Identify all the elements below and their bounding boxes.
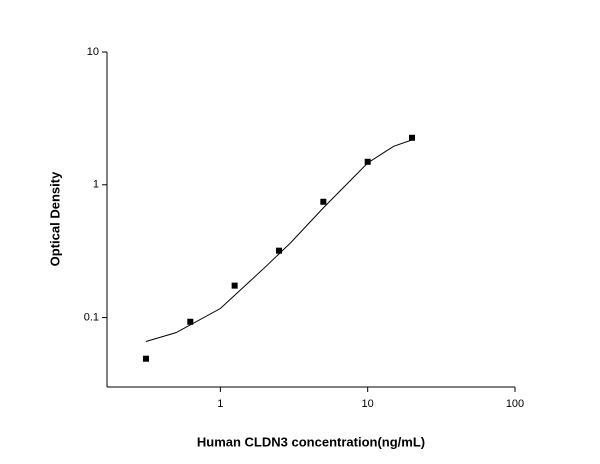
y-axis-label: Optical Density: [47, 171, 62, 266]
x-axis-label: Human CLDN3 concentration(ng/mL): [197, 434, 425, 449]
data-point: [275, 247, 282, 254]
y-tick-label: 10: [87, 46, 99, 58]
x-tick-label: 100: [506, 398, 524, 410]
y-tick-label: 1: [93, 179, 99, 191]
x-tick-label: 1: [217, 398, 223, 410]
data-point: [231, 282, 238, 289]
data-point: [187, 318, 194, 325]
data-point: [320, 198, 327, 205]
x-tick-label: 10: [362, 398, 374, 410]
data-point: [142, 355, 149, 362]
y-tick-label: 0.1: [84, 311, 99, 323]
data-point: [409, 134, 416, 141]
fit-curve: [145, 139, 413, 343]
data-point: [364, 158, 371, 165]
